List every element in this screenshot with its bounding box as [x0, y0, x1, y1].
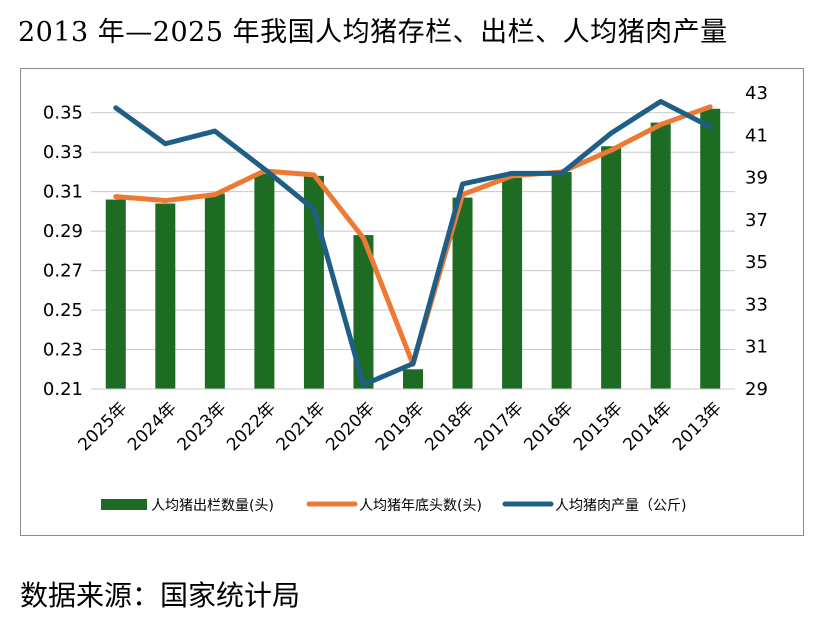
bar-pig-slaughter [601, 146, 622, 389]
chart-title: 2013 年—2025 年我国人均猪存栏、出栏、人均猪肉产量 [18, 17, 728, 48]
x-tick-label: 2022年 [223, 398, 280, 455]
x-tick-label: 2020年 [322, 398, 379, 455]
bar-pig-slaughter [650, 122, 671, 389]
combo-chart: 0.21 0.23 0.25 0.27 0.29 0.31 0.33 0.35 29 31 33 35… [43, 83, 768, 514]
bar-pig-slaughter [700, 108, 721, 389]
bar-pig-slaughter [353, 235, 374, 389]
data-source-note: 数据来源：国家统计局 [20, 579, 301, 612]
x-tick-label: 2014年 [619, 398, 676, 455]
y-right-tick-label: 29 [745, 379, 768, 400]
y-right-tick-label: 39 [745, 168, 768, 189]
bar-pig-slaughter [502, 177, 523, 389]
y-left-tick-label: 0.23 [43, 340, 83, 361]
legend-item-meat-label: 人均猪肉产量（公斤) [555, 498, 686, 514]
bar-pig-slaughter [254, 173, 275, 389]
y-right-tick-label: 33 [745, 294, 768, 315]
y-right-tick-label: 35 [745, 252, 768, 273]
y-right-tick-label: 41 [745, 125, 768, 146]
x-tick-label: 2015年 [570, 398, 627, 455]
y-left-tick-label: 0.25 [43, 300, 83, 321]
y-right-tick-label: 31 [745, 337, 768, 358]
bar-pig-slaughter [155, 203, 176, 389]
x-tick-label: 2023年 [174, 398, 231, 455]
y-right-tick-label: 43 [745, 83, 768, 104]
x-tick-label: 2017年 [471, 398, 528, 455]
y-left-tick-label: 0.27 [43, 261, 83, 282]
x-tick-label: 2019年 [372, 398, 429, 455]
x-tick-label: 2025年 [75, 398, 132, 455]
x-tick-label: 2013年 [669, 398, 726, 455]
line-pork-output [113, 98, 713, 388]
x-tick-label: 2016年 [520, 398, 577, 455]
y-right-tick-label: 37 [745, 210, 768, 231]
bar-pig-slaughter [403, 369, 423, 389]
bar-pig-slaughter [105, 199, 126, 389]
y-left-tick-label: 0.21 [43, 379, 83, 400]
bar-pig-slaughter [551, 171, 572, 389]
y-left-tick-label: 0.31 [43, 182, 83, 203]
bar-pig-slaughter [204, 193, 225, 389]
y-left-tick-label: 0.33 [43, 142, 83, 163]
y-left-tick-label: 0.29 [43, 221, 83, 242]
y-left-tick-label: 0.35 [43, 103, 83, 124]
chart-frame: 0.21 0.23 0.25 0.27 0.29 0.31 0.33 0.35 29 31 33 35… [20, 68, 804, 536]
x-tick-label: 2021年 [273, 398, 330, 455]
legend-item-stock-label: 人均猪年底头数(头) [359, 498, 482, 514]
legend-item-bar-label: 人均猪出栏数量(头) [151, 498, 274, 514]
legend-item-bar-swatch [101, 499, 147, 510]
bar-pig-slaughter [452, 197, 473, 389]
x-tick-label: 2018年 [421, 398, 478, 455]
x-tick-label: 2024年 [124, 398, 181, 455]
